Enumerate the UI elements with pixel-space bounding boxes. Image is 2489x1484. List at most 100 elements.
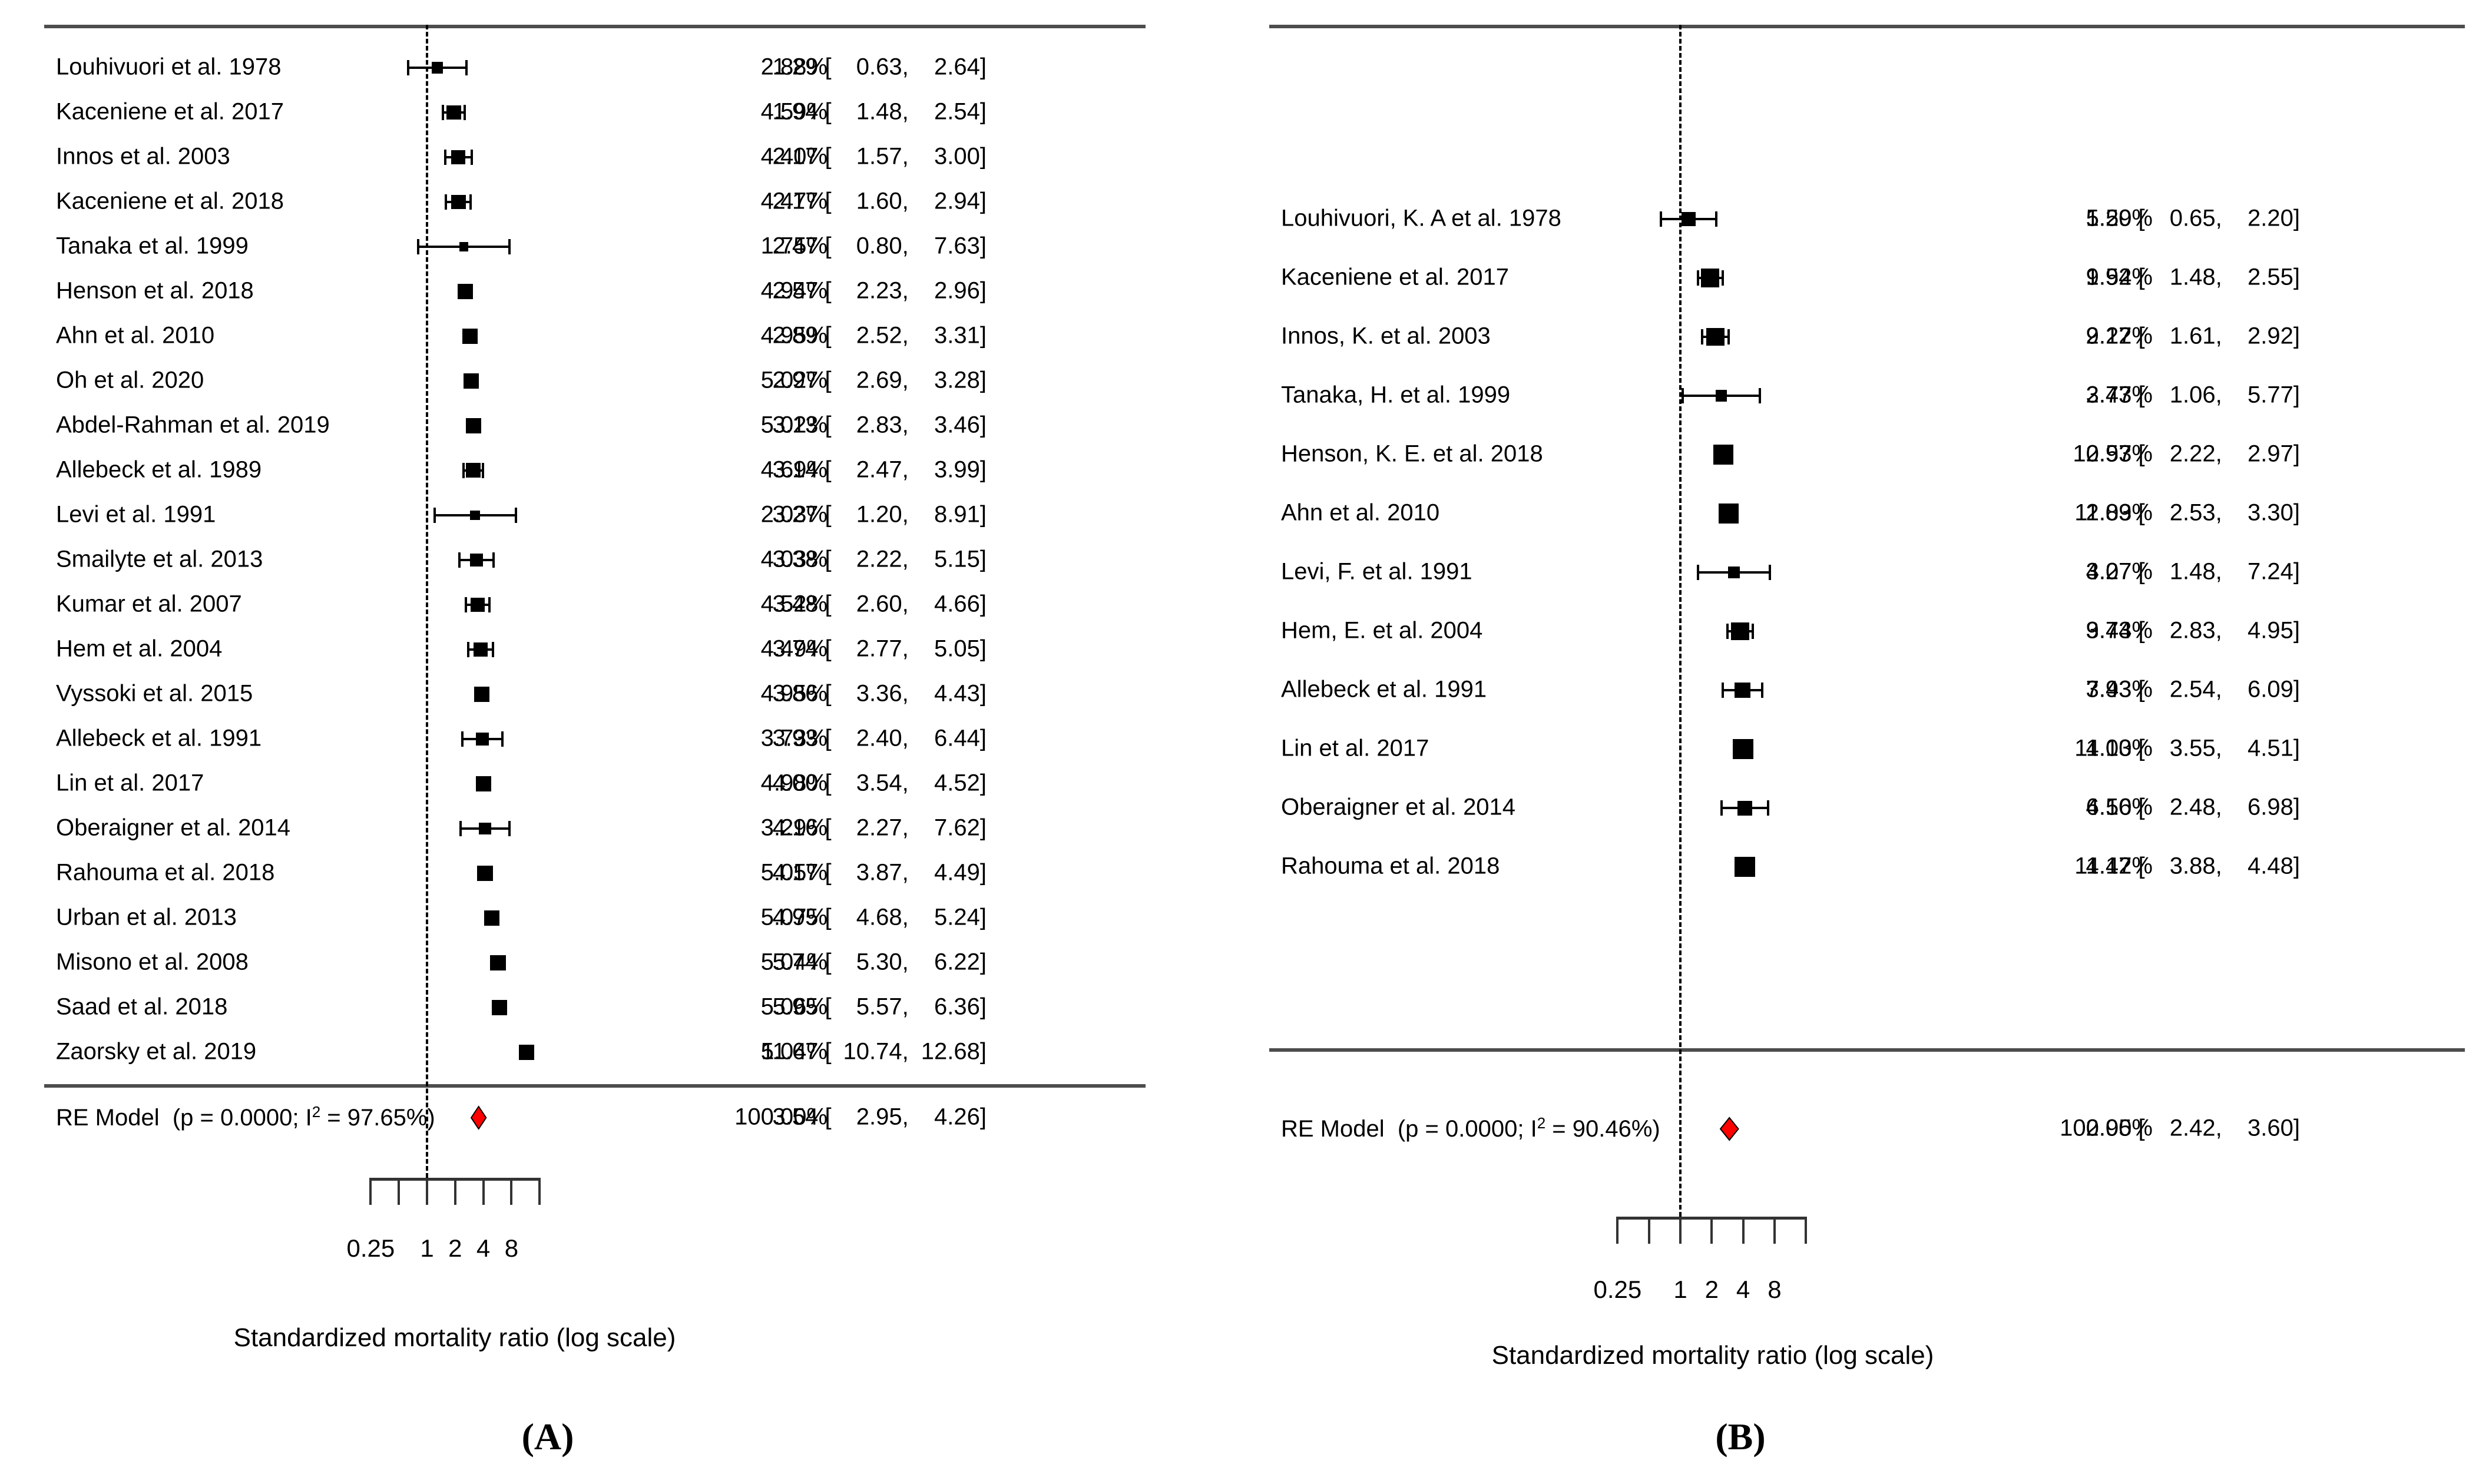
point-estimate-marker <box>1728 566 1740 579</box>
study-estimate-text: 2.17 [1.61, 2.92] <box>2017 323 2300 350</box>
study-estimate-text-part: ] <box>979 814 987 841</box>
study-weight: 4.07% <box>2086 558 2153 585</box>
study-estimate-text-part: ] <box>979 98 987 125</box>
study-weight: 11.03% <box>2074 499 2153 526</box>
study-estimate-text-part: 6.09 <box>2248 676 2293 703</box>
study-estimate-text-part: ] <box>979 143 987 170</box>
study-label: Hem, E. et al. 2004 <box>1281 617 1483 644</box>
study-estimate-text-part: [ <box>2131 440 2145 467</box>
study-estimate-text-part: 1.20 <box>856 501 902 528</box>
study-label: Kumar et al. 2007 <box>56 591 242 617</box>
study-estimate-text-part: , <box>902 949 915 975</box>
point-estimate-marker <box>1713 445 1733 465</box>
study-label: Oberaigner et al. 2014 <box>1281 794 1516 820</box>
axis-tick <box>1679 1217 1682 1244</box>
point-estimate-marker <box>490 955 506 971</box>
study-estimate-text-part: ] <box>979 233 987 259</box>
ci-cap-left <box>445 194 448 210</box>
study-estimate-text-part: 2.47 <box>2086 382 2132 408</box>
reference-line <box>426 25 428 1178</box>
study-estimate-text-part: 6.98 <box>2248 794 2293 820</box>
caption-panel-b: (B) <box>1715 1416 1766 1458</box>
axis-tick-label: 4 <box>476 1234 491 1262</box>
study-estimate-text-part: 2.94 <box>934 188 980 214</box>
study-estimate-text-part: 2.55 <box>2248 264 2293 290</box>
point-estimate-marker <box>451 194 466 210</box>
study-estimate-text-part: ] <box>979 501 987 528</box>
study-estimate-text: 11.67 [10.74, 12.68] <box>704 1039 987 1065</box>
study-weight: 4.98% <box>760 770 828 796</box>
study-estimate-text-part: 2.27 <box>856 814 902 841</box>
study-weight: 5.05% <box>760 859 828 886</box>
study-estimate-text-part: 2.22 <box>856 546 902 572</box>
study-estimate-text-part: [ <box>818 546 832 572</box>
ci-cap-left <box>1700 329 1703 344</box>
re-model-estimate-text-part: [ <box>2131 1115 2145 1141</box>
study-label: Tanaka et al. 1999 <box>56 233 249 259</box>
axis-tick <box>1616 1217 1619 1244</box>
study-estimate-text: 1.94 [1.48, 2.54] <box>704 99 987 125</box>
study-estimate-text-part: [ <box>2131 676 2145 703</box>
study-estimate-text: 5.95 [5.57, 6.36] <box>704 994 987 1021</box>
study-estimate-text-part: 2.17 <box>772 143 819 170</box>
point-estimate-marker <box>469 553 484 567</box>
study-estimate-text-part: 5.77 <box>2248 382 2293 408</box>
re-model-estimate-text-part: 3.54 <box>772 1104 819 1130</box>
ci-cap-right <box>1751 624 1754 639</box>
study-estimate-text-part: ] <box>2293 499 2300 526</box>
study-estimate-text: 4.00 [3.54, 4.52] <box>704 770 987 797</box>
study-estimate-text-part: ] <box>2293 735 2300 761</box>
study-estimate-text-part: [ <box>2131 264 2145 290</box>
study-label: Zaorsky et al. 2019 <box>56 1038 257 1065</box>
point-estimate-marker <box>484 910 500 926</box>
study-estimate-text-part: [ <box>2131 735 2145 761</box>
study-weight: 4.49% <box>760 635 828 662</box>
study-estimate-text-part: ] <box>2293 853 2300 879</box>
ci-cap-left <box>461 731 464 747</box>
study-weight: 2.88% <box>760 54 828 80</box>
axis-tick <box>454 1178 456 1205</box>
point-estimate-marker <box>470 510 480 521</box>
study-estimate-text-part: 4.95 <box>2248 617 2293 644</box>
study-estimate-text-part: 3.74 <box>772 635 819 662</box>
study-estimate-text-part: [ <box>818 54 832 80</box>
study-weight: 9.52% <box>2086 264 2153 290</box>
i-squared-superscript: 2 <box>1537 1114 1546 1132</box>
study-estimate-text-part: , <box>2215 499 2229 526</box>
study-estimate-text-part: ] <box>979 277 987 304</box>
axis-tick-label: 1 <box>1673 1276 1687 1303</box>
study-estimate-text-part: 5.05 <box>934 635 980 662</box>
study-estimate-text: 3.93 [2.40, 6.44] <box>704 726 987 752</box>
study-label: Ahn et al. 2010 <box>1281 499 1440 526</box>
point-estimate-marker <box>446 105 462 120</box>
study-estimate-text-part: 2.22 <box>2169 440 2216 467</box>
study-estimate-text-part: , <box>902 993 915 1020</box>
study-estimate-text-part: ] <box>979 859 987 886</box>
ci-cap-left <box>1697 270 1700 286</box>
re-summary-diamond-shape <box>470 1105 487 1130</box>
study-estimate-text: 3.93 [2.54, 6.09] <box>2017 677 2300 703</box>
study-estimate-text: 4.16 [2.27, 7.62] <box>704 815 987 842</box>
study-estimate-text: 4.17 [3.87, 4.49] <box>704 860 987 886</box>
point-estimate-marker <box>479 822 491 835</box>
axis-tick <box>482 1178 485 1205</box>
study-estimate-text-part: 4.68 <box>856 904 902 930</box>
ci-cap-left <box>444 150 447 165</box>
study-estimate-text-part: 4.17 <box>2086 853 2132 879</box>
axis-tick-label: 0.25 <box>1593 1276 1642 1303</box>
study-estimate-text-part: , <box>902 591 915 617</box>
study-estimate-text-part: [ <box>818 143 832 170</box>
study-estimate-text-part: [ <box>818 98 832 125</box>
point-estimate-marker <box>1737 800 1753 816</box>
study-estimate-text-part: [ <box>2131 617 2145 644</box>
study-estimate-text-part: [ <box>818 635 832 662</box>
study-estimate-text-part: 3.14 <box>772 456 819 483</box>
re-model-estimate-text-part: 2.42 <box>2169 1115 2216 1141</box>
study-estimate-text-part: 3.99 <box>934 456 980 483</box>
study-weight: 4.59% <box>760 98 828 125</box>
study-estimate-text-part: ] <box>2293 440 2300 467</box>
study-weight: 7.43% <box>2086 676 2153 703</box>
ci-cap-left <box>1697 565 1700 580</box>
study-estimate-text-part: 2.57 <box>772 277 819 304</box>
re-model-estimate-text-part: ] <box>2293 1115 2300 1141</box>
